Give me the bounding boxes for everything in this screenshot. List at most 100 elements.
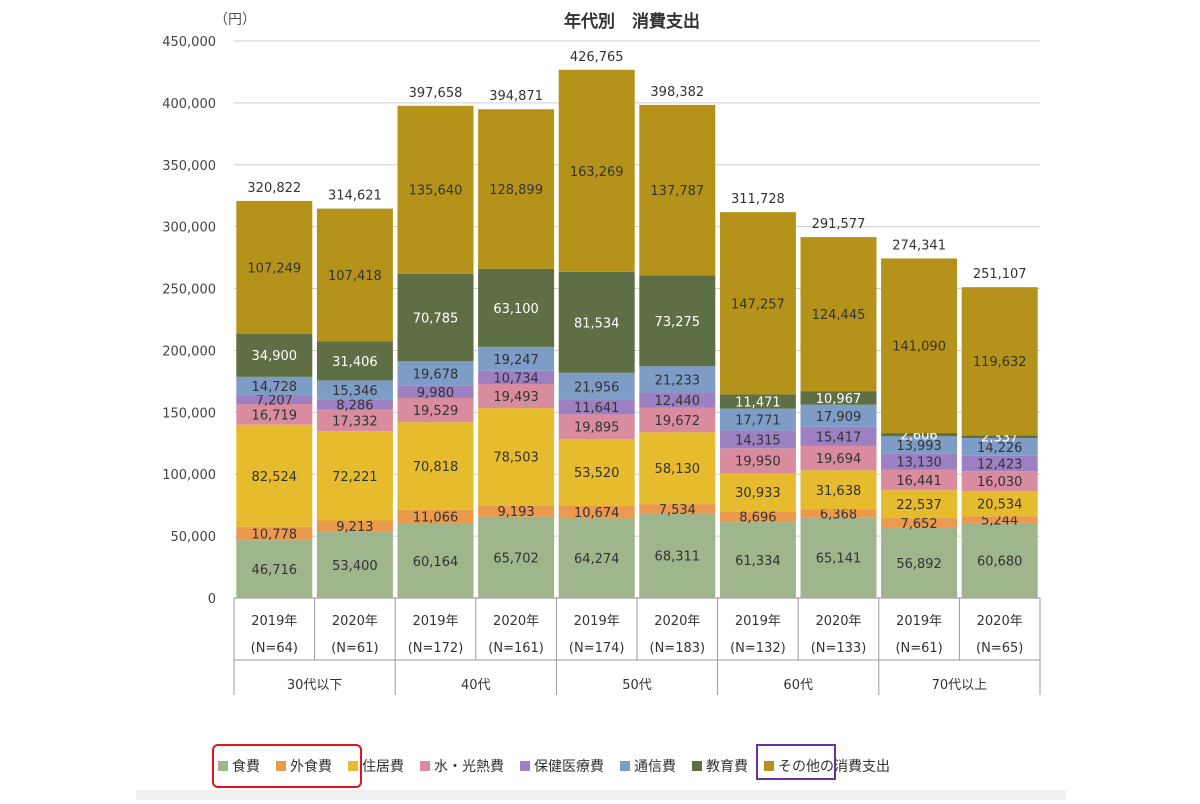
x-tick-year: 2020年 xyxy=(815,614,861,629)
total-label: 426,765 xyxy=(570,50,624,65)
data-label: 6,368 xyxy=(820,507,857,522)
data-label: 60,680 xyxy=(977,554,1023,569)
footer-strip xyxy=(136,790,1066,800)
data-label: 70,785 xyxy=(413,311,459,326)
bar-segment xyxy=(961,471,1038,491)
data-label: 19,529 xyxy=(413,404,459,419)
bar-segment xyxy=(639,504,716,514)
legend-item: 外食費 xyxy=(276,756,332,776)
data-label: 128,899 xyxy=(489,183,543,198)
legend-label: 通信費 xyxy=(634,759,676,775)
bar-segment xyxy=(397,509,474,524)
bar-segment xyxy=(236,395,313,404)
data-label: 5,244 xyxy=(981,514,1018,529)
x-group-label: 30代以下 xyxy=(287,678,343,693)
x-tick-year: 2019年 xyxy=(574,614,620,629)
bar-segment xyxy=(236,424,313,527)
data-label: 22,537 xyxy=(896,498,942,513)
data-label: 21,233 xyxy=(655,373,701,388)
total-label: 314,621 xyxy=(328,189,382,204)
bar-segment xyxy=(397,385,474,399)
total-label: 320,822 xyxy=(247,181,301,196)
data-label: 19,678 xyxy=(413,367,459,382)
data-label: 11,066 xyxy=(413,511,459,526)
legend-label: その他の消費支出 xyxy=(778,759,890,775)
data-label: 12,440 xyxy=(655,394,701,409)
data-label: 17,771 xyxy=(735,414,781,429)
legend-label: 外食費 xyxy=(290,759,332,775)
data-label: 135,640 xyxy=(409,184,463,199)
bar-segment xyxy=(558,69,635,272)
bar-segment xyxy=(316,431,393,521)
data-label: 7,534 xyxy=(659,503,696,518)
x-tick-n: (N=64) xyxy=(251,641,298,656)
bar-segment xyxy=(961,438,1038,456)
legend-label: 教育費 xyxy=(706,759,748,775)
data-label: 14,226 xyxy=(977,441,1023,456)
y-tick-label: 300,000 xyxy=(162,221,216,236)
y-tick-label: 100,000 xyxy=(162,468,216,483)
x-tick-year: 2020年 xyxy=(493,614,539,629)
bar-segment xyxy=(719,522,796,598)
bar-segment xyxy=(961,522,1038,598)
legend-swatch xyxy=(218,761,228,771)
total-label: 311,728 xyxy=(731,192,785,207)
bar-segment xyxy=(478,383,555,409)
data-label: 20,534 xyxy=(977,498,1023,513)
data-label: 17,909 xyxy=(816,410,862,425)
data-label: 82,524 xyxy=(252,470,298,485)
total-label: 291,577 xyxy=(812,217,866,232)
data-label: 19,493 xyxy=(493,390,539,405)
bar-segment xyxy=(236,403,313,425)
legend-label: 住居費 xyxy=(362,759,404,775)
data-label: 8,286 xyxy=(336,399,373,414)
data-label: 81,534 xyxy=(574,316,620,331)
bar-segment xyxy=(881,433,958,437)
bar-segment xyxy=(800,391,877,405)
data-label: 64,274 xyxy=(574,552,620,567)
legend-swatch xyxy=(520,761,530,771)
bar-segment xyxy=(639,513,716,598)
bar-segment xyxy=(316,399,393,410)
bar-segment xyxy=(236,526,313,541)
bar-segment xyxy=(639,432,716,505)
bar-segment xyxy=(881,453,958,470)
bar-segment xyxy=(558,372,635,400)
bar-segment xyxy=(719,448,796,474)
bar-segment xyxy=(639,104,716,276)
bar-segment xyxy=(719,430,796,449)
data-label: 31,638 xyxy=(816,484,862,499)
legend-item: 教育費 xyxy=(692,756,748,776)
data-label: 34,900 xyxy=(252,349,298,364)
bar-segment xyxy=(558,271,635,373)
bar-segment xyxy=(478,516,555,598)
bar-segment xyxy=(316,520,393,532)
bar-segment xyxy=(800,426,877,446)
data-label: 65,141 xyxy=(816,552,862,567)
data-label: 119,632 xyxy=(973,355,1027,370)
bar-segment xyxy=(800,517,877,598)
data-label: 107,249 xyxy=(247,261,301,276)
x-tick-n: (N=174) xyxy=(569,641,625,656)
x-group-label: 60代 xyxy=(783,678,813,693)
x-tick-year: 2020年 xyxy=(977,614,1023,629)
data-label: 11,471 xyxy=(735,396,781,411)
x-group-label: 40代 xyxy=(461,678,491,693)
y-tick-label: 0 xyxy=(208,592,216,607)
data-label: 7,207 xyxy=(256,394,293,409)
bar-segment xyxy=(961,287,1038,436)
total-label: 274,341 xyxy=(892,238,946,253)
legend-item: 住居費 xyxy=(348,756,404,776)
chart-legend: 食費 外食費 住居費 水・光熱費 保健医療費 通信費 教育費 その他の消費支出 xyxy=(218,752,906,780)
data-label: 63,100 xyxy=(493,302,539,317)
bar-segment xyxy=(881,436,958,454)
data-label: 15,417 xyxy=(816,430,862,445)
bar-segment xyxy=(800,404,877,427)
bar-segment xyxy=(719,394,796,409)
x-tick-year: 2019年 xyxy=(251,614,297,629)
data-label: 70,818 xyxy=(413,460,459,475)
bar-segment xyxy=(961,490,1038,517)
legend-swatch xyxy=(620,761,630,771)
bar-segment xyxy=(397,422,474,510)
data-label: 78,503 xyxy=(493,451,539,466)
